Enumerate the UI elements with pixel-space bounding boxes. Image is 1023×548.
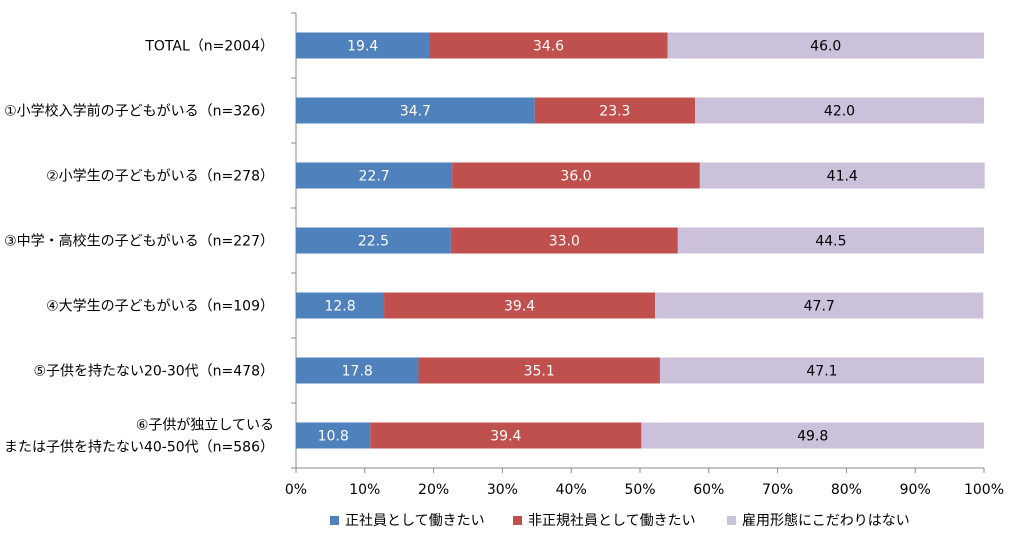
- chart-legend: 正社員として働きたい 非正規社員として働きたい 雇用形態にこだわりはない: [0, 510, 1023, 534]
- data-label: 10.8: [318, 429, 349, 445]
- bar-segment: [695, 97, 984, 124]
- bar-segment: [452, 162, 700, 189]
- category-label: ⑤子供を持たない20-30代（n=478）: [33, 364, 274, 380]
- bar-segment: [450, 227, 678, 254]
- bar-segment: [534, 97, 696, 124]
- data-label: 39.4: [490, 429, 521, 445]
- bar-segment: [429, 32, 668, 59]
- x-tick-label: 50%: [624, 482, 655, 498]
- data-label: 36.0: [560, 169, 591, 185]
- legend-label: 正社員として働きたい: [345, 513, 485, 529]
- legend-item: 非正規社員として働きたい: [513, 510, 696, 530]
- data-label: 46.0: [810, 39, 841, 55]
- x-tick-label: 10%: [349, 482, 380, 498]
- x-tick-label: 80%: [831, 482, 862, 498]
- bar-segment: [296, 32, 430, 59]
- data-label: 34.6: [533, 39, 564, 55]
- category-label: ③中学・高校生の子どもがいる（n=227）: [4, 233, 274, 250]
- category-label-line: ③中学・高校生の子どもがいる（n=227）: [4, 233, 274, 250]
- bar-segment: [296, 357, 419, 384]
- x-tick-label: 90%: [900, 482, 931, 498]
- category-label: TOTAL（n=2004）: [144, 39, 274, 55]
- category-label: ②小学生の子どもがいる（n=278）: [46, 169, 274, 185]
- bar-segment: [699, 162, 985, 189]
- data-label: 39.4: [504, 299, 535, 315]
- category-label: ①小学校入学前の子どもがいる（n=326）: [4, 103, 274, 120]
- bar-segment: [296, 422, 371, 449]
- legend-label: 非正規社員として働きたい: [528, 513, 696, 529]
- category-label-line: または子供を持たない40-50代（n=586）: [4, 440, 274, 456]
- category-label-line: TOTAL（n=2004）: [144, 39, 274, 55]
- data-label: 44.5: [815, 234, 846, 250]
- bar-segment: [677, 227, 984, 254]
- bar-segment: [418, 357, 660, 384]
- data-label: 17.8: [342, 364, 373, 380]
- data-label: 47.1: [806, 364, 837, 380]
- bar-segment: [667, 32, 984, 59]
- data-label: 49.8: [797, 429, 828, 445]
- x-tick-label: 100%: [964, 482, 1004, 498]
- category-label: ④大学生の子どもがいる（n=109）: [46, 299, 274, 315]
- legend-swatch: [513, 515, 522, 525]
- category-label-line: ④大学生の子どもがいる（n=109）: [46, 299, 274, 315]
- category-label-line: ②小学生の子どもがいる（n=278）: [46, 169, 274, 185]
- data-label: 35.1: [524, 364, 555, 380]
- x-tick-label: 70%: [762, 482, 793, 498]
- category-label-line: ⑥子供が独立している: [136, 418, 274, 434]
- x-tick-label: 60%: [693, 482, 724, 498]
- data-label: 23.3: [599, 104, 630, 120]
- data-label: 34.7: [400, 104, 431, 120]
- bar-segment: [370, 422, 642, 449]
- data-label: 41.4: [827, 169, 858, 185]
- legend-item: 雇用形態にこだわりはない: [727, 510, 910, 530]
- category-label: ⑥子供が独立しているまたは子供を持たない40-50代（n=586）: [4, 418, 274, 456]
- legend-item: 正社員として働きたい: [330, 510, 485, 530]
- legend-label: 雇用形態にこだわりはない: [742, 513, 910, 529]
- bar-segment: [655, 292, 984, 319]
- data-label: 19.4: [347, 39, 378, 55]
- x-tick-label: 30%: [487, 482, 518, 498]
- bar-segment: [296, 97, 535, 124]
- x-tick-label: 40%: [556, 482, 587, 498]
- bar-segment: [641, 422, 984, 449]
- x-tick-label: 20%: [418, 482, 449, 498]
- bar-segment: [659, 357, 984, 384]
- bar-segment: [296, 227, 451, 254]
- data-label: 22.5: [358, 234, 389, 250]
- bar-segment: [296, 162, 453, 189]
- legend-swatch: [727, 515, 736, 525]
- bar-segment: [296, 292, 385, 319]
- data-label: 12.8: [324, 299, 355, 315]
- category-label-line: ①小学校入学前の子どもがいる（n=326）: [4, 103, 274, 120]
- data-label: 22.7: [359, 169, 390, 185]
- data-label: 47.7: [804, 299, 835, 315]
- legend-swatch: [330, 515, 339, 525]
- category-label-line: ⑤子供を持たない20-30代（n=478）: [33, 364, 274, 380]
- data-label: 33.0: [549, 234, 580, 250]
- data-label: 42.0: [824, 104, 855, 120]
- x-tick-label: 0%: [285, 482, 307, 498]
- bar-segment: [384, 292, 656, 319]
